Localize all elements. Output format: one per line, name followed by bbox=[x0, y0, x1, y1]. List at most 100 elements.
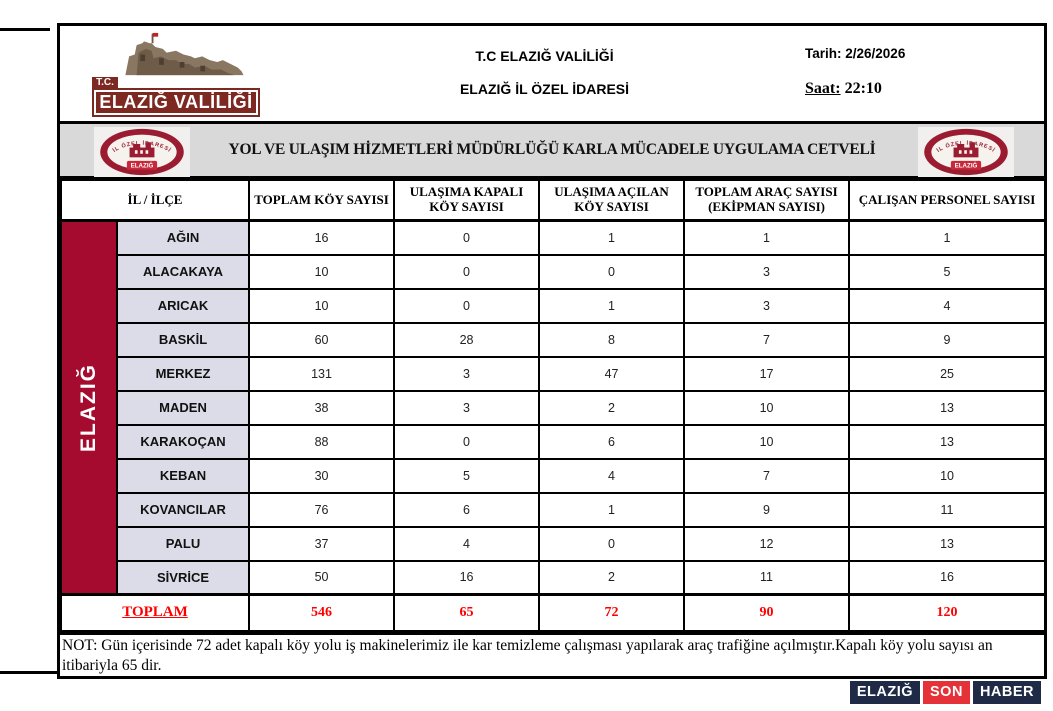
governorship-logo: T.C. ELAZIĞ VALİLİĞİ bbox=[60, 26, 290, 121]
news-watermark: ELAZIĞ SON HABER bbox=[849, 681, 1041, 704]
time-label: Saat: bbox=[805, 79, 841, 97]
total-row: TOPLAM 546 65 72 90 120 bbox=[59, 593, 1047, 632]
table-row: KARAKOÇAN 88 0 6 10 13 bbox=[61, 423, 1047, 460]
time-line: Saat: 22:10 bbox=[805, 80, 1044, 98]
seal-bottom-text: ELAZIĞ bbox=[131, 162, 154, 170]
value-cell: 25 bbox=[848, 355, 1047, 392]
date-label: Tarih: bbox=[805, 45, 842, 61]
watermark-son: SON bbox=[923, 681, 970, 704]
province-cell: ELAZIĞ bbox=[60, 219, 118, 596]
value-cell: 3 bbox=[393, 355, 541, 392]
value-cell: 2 bbox=[538, 389, 686, 426]
header-titles: T.C ELAZIĞ VALİLİĞİ ELAZIĞ İL ÖZEL İDARE… bbox=[290, 26, 799, 121]
header-title-line1: T.C ELAZIĞ VALİLİĞİ bbox=[475, 48, 614, 65]
value-cell: 10 bbox=[848, 457, 1047, 494]
table-row: SİVRİCE 50 16 2 11 16 bbox=[61, 559, 1047, 596]
bottom-edge-rule bbox=[0, 671, 58, 674]
table-row: ELAZIĞ AĞIN 16 0 1 1 1 bbox=[60, 219, 1047, 596]
document-header: T.C. ELAZIĞ VALİLİĞİ T.C ELAZIĞ VALİLİĞİ… bbox=[60, 26, 1044, 121]
header-datetime: Tarih: 2/26/2026 Saat: 22:10 bbox=[799, 26, 1044, 121]
value-cell: 76 bbox=[248, 491, 396, 528]
value-cell: 4 bbox=[848, 287, 1047, 324]
value-cell: 13 bbox=[848, 423, 1047, 460]
table-row: KOVANCILAR 76 6 1 9 11 bbox=[61, 491, 1047, 528]
value-cell: 38 bbox=[248, 389, 396, 426]
table-row: BASKİL 60 28 8 7 9 bbox=[61, 321, 1047, 358]
province-label: ELAZIĞ bbox=[77, 363, 100, 453]
table-row: MERKEZ 131 3 47 17 25 bbox=[61, 355, 1047, 392]
value-cell: 4 bbox=[393, 525, 541, 562]
value-cell: 10 bbox=[248, 253, 396, 290]
value-cell: 10 bbox=[683, 389, 851, 426]
col-header-toplam-koy: TOPLAM KÖY SAYISI bbox=[248, 178, 396, 223]
ozel-idare-seal-right: İL ÖZEL İDARESİ ELAZIĞ bbox=[918, 127, 1014, 177]
value-cell: 9 bbox=[848, 321, 1047, 358]
watermark-haber: HABER bbox=[972, 681, 1041, 704]
value-cell: 1 bbox=[538, 491, 686, 528]
table-row: PALU 37 4 0 12 13 bbox=[61, 525, 1047, 562]
value-cell: 7 bbox=[683, 321, 851, 358]
value-cell: 17 bbox=[683, 355, 851, 392]
table-row: MADEN 38 3 2 10 13 bbox=[61, 389, 1047, 426]
header-title-line2: ELAZIĞ İL ÖZEL İDARESİ bbox=[459, 80, 630, 97]
seal-graphic: İL ÖZEL İDARESİ ELAZIĞ bbox=[100, 128, 184, 176]
value-cell: 50 bbox=[248, 559, 396, 596]
value-cell: 28 bbox=[393, 321, 541, 358]
seal-graphic: İL ÖZEL İDARESİ ELAZIĞ bbox=[924, 128, 1008, 176]
total-label: TOPLAM bbox=[59, 593, 251, 632]
district-cell: KARAKOÇAN bbox=[115, 423, 251, 460]
value-cell: 1 bbox=[848, 219, 1047, 256]
district-cell: SİVRİCE bbox=[115, 559, 251, 596]
col-header-arac: TOPLAM ARAÇ SAYISI (EKİPMAN SAYISI) bbox=[683, 178, 851, 223]
value-cell: 0 bbox=[393, 253, 541, 290]
value-cell: 9 bbox=[683, 491, 851, 528]
value-cell: 0 bbox=[393, 423, 541, 460]
value-cell: 4 bbox=[538, 457, 686, 494]
value-cell: 12 bbox=[683, 525, 851, 562]
district-cell: ALACAKAYA bbox=[115, 253, 251, 290]
value-cell: 5 bbox=[848, 253, 1047, 290]
total-value-cell: 120 bbox=[848, 593, 1047, 632]
value-cell: 16 bbox=[248, 219, 396, 256]
district-cell: KEBAN bbox=[115, 457, 251, 494]
document-frame: T.C. ELAZIĞ VALİLİĞİ T.C ELAZIĞ VALİLİĞİ… bbox=[57, 23, 1047, 679]
table-header-row: İL / İLÇE TOPLAM KÖY SAYISI ULAŞIMA KAPA… bbox=[59, 178, 1047, 223]
value-cell: 1 bbox=[538, 287, 686, 324]
value-cell: 3 bbox=[683, 287, 851, 324]
table-row: KEBAN 30 5 4 7 10 bbox=[61, 457, 1047, 494]
value-cell: 10 bbox=[248, 287, 396, 324]
time-value: 22:10 bbox=[844, 79, 882, 97]
ozel-idare-seal-left: İL ÖZEL İDARESİ ELAZIĞ bbox=[94, 127, 190, 177]
value-cell: 1 bbox=[683, 219, 851, 256]
value-cell: 11 bbox=[848, 491, 1047, 528]
castle-image bbox=[125, 32, 244, 76]
district-cell: ARICAK bbox=[115, 287, 251, 324]
district-cell: MERKEZ bbox=[115, 355, 251, 392]
table-row: ALACAKAYA 10 0 0 3 5 bbox=[61, 253, 1047, 290]
value-cell: 37 bbox=[248, 525, 396, 562]
seal-bottom-text: ELAZIĞ bbox=[955, 162, 978, 170]
value-cell: 131 bbox=[248, 355, 396, 392]
district-cell: KOVANCILAR bbox=[115, 491, 251, 528]
value-cell: 6 bbox=[393, 491, 541, 528]
logo-tc-label: T.C. bbox=[92, 77, 118, 88]
value-cell: 30 bbox=[248, 457, 396, 494]
value-cell: 16 bbox=[393, 559, 541, 596]
col-header-acilan-koy: ULAŞIMA AÇILAN KÖY SAYISI bbox=[538, 178, 686, 223]
value-cell: 0 bbox=[538, 525, 686, 562]
col-header-personel: ÇALIŞAN PERSONEL SAYISI bbox=[848, 178, 1047, 223]
value-cell: 0 bbox=[393, 219, 541, 256]
value-cell: 5 bbox=[393, 457, 541, 494]
district-cell: AĞIN bbox=[115, 219, 251, 256]
date-value: 2/26/2026 bbox=[845, 45, 906, 61]
total-value-cell: 90 bbox=[683, 593, 851, 632]
total-value-cell: 546 bbox=[248, 593, 396, 632]
value-cell: 13 bbox=[848, 525, 1047, 562]
total-value-cell: 72 bbox=[538, 593, 686, 632]
col-header-il-ilce: İL / İLÇE bbox=[59, 178, 251, 223]
district-cell: BASKİL bbox=[115, 321, 251, 358]
value-cell: 3 bbox=[393, 389, 541, 426]
watermark-elazig: ELAZIĞ bbox=[849, 681, 921, 704]
top-edge-rule bbox=[0, 28, 50, 31]
